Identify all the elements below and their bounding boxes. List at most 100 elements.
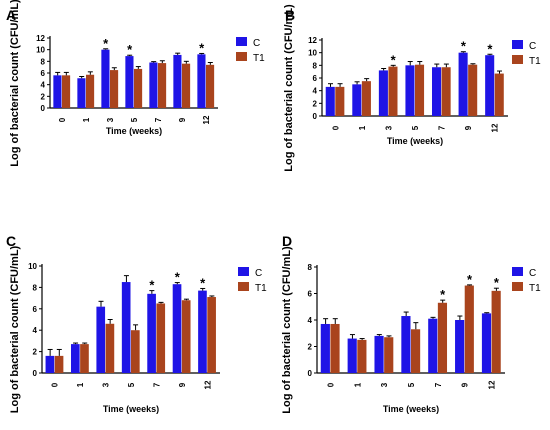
legend-swatch-a-t1 [236, 52, 247, 61]
legend-swatch-d-c [512, 267, 523, 276]
significance-star-a-week-5: * [127, 42, 133, 57]
x-tick-label-c-3: 3 [102, 382, 111, 387]
y-tick-label-b: 6 [313, 74, 318, 83]
y-tick-label-a: 8 [41, 57, 46, 66]
bar-d-t1-week-3 [384, 337, 394, 373]
x-tick-label-a-3: 3 [106, 117, 115, 122]
bar-d-t1-week-9 [464, 285, 474, 373]
legend-label-a-t1: T1 [253, 53, 265, 64]
bar-b-t1-week-1 [361, 81, 371, 116]
x-tick-label-a-5: 5 [130, 117, 139, 122]
y-tick-label-c: 0 [33, 369, 38, 378]
bar-d-c-week-9 [455, 320, 465, 373]
bar-a-t1-week-12 [206, 64, 215, 108]
x-tick-label-a-7: 7 [154, 117, 163, 122]
panel-c: C Log of bacterial count (CFU/mL) 0 2 4 6 8 10 0… [6, 233, 267, 414]
bar-b-c-week-12 [485, 55, 495, 116]
x-tick-label-a-1: 1 [82, 117, 91, 122]
legend-label-b-t1: T1 [529, 56, 541, 67]
bar-b-t1-week-12 [494, 73, 504, 116]
bar-a-c-week-1 [77, 78, 86, 108]
y-tick-label-a: 12 [36, 34, 45, 43]
significance-star-d-week-7: * [440, 287, 446, 302]
y-tick-label-a: 2 [41, 92, 46, 101]
significance-star-c-week-12: * [200, 275, 206, 290]
bar-c-t1-week-3 [105, 323, 115, 373]
panel-letter-b: B [285, 7, 295, 23]
legend-swatch-c-t1 [238, 282, 249, 291]
bar-d-c-week-0 [320, 323, 330, 373]
panel-letter-a: A [6, 7, 16, 23]
bar-d-c-week-1 [347, 338, 357, 373]
y-axis-label-c: Log of bacterial count (CFU/mL) [9, 245, 21, 413]
x-tick-label-c-5: 5 [127, 382, 136, 387]
bar-c-t1-week-9 [181, 300, 191, 373]
legend-label-c-c: C [255, 268, 262, 279]
y-tick-label-c: 6 [33, 305, 38, 314]
x-tick-label-d-7: 7 [434, 382, 443, 387]
bar-a-c-week-0 [53, 75, 62, 108]
legend-label-b-c: C [529, 41, 536, 52]
y-tick-label-a: 0 [41, 104, 46, 113]
y-tick-label-a: 10 [36, 46, 45, 55]
bar-d-t1-week-7 [437, 302, 448, 373]
bar-c-c-week-3 [96, 306, 106, 373]
y-tick-label-d: 4 [308, 316, 313, 325]
x-tick-label-a-9: 9 [178, 117, 187, 122]
bar-a-t1-week-7 [158, 63, 167, 108]
bar-a-c-week-3 [101, 49, 110, 108]
x-tick-label-b-3: 3 [384, 125, 393, 130]
x-tick-label-d-5: 5 [407, 382, 416, 387]
significance-star-b-week-3: * [391, 52, 397, 67]
x-tick-label-c-0: 0 [51, 382, 60, 387]
x-tick-label-b-9: 9 [464, 125, 473, 130]
bar-d-c-week-5 [401, 316, 411, 373]
x-tick-label-d-0: 0 [326, 382, 335, 387]
bar-d-c-week-12 [481, 313, 492, 373]
significance-star-c-week-9: * [175, 270, 181, 285]
bar-c-c-week-7 [147, 293, 156, 373]
bar-a-c-week-12 [197, 54, 206, 108]
y-tick-label-b: 4 [313, 87, 318, 96]
bar-a-c-week-7 [149, 62, 158, 108]
y-tick-label-c: 2 [33, 348, 38, 357]
x-tick-label-b-7: 7 [438, 125, 447, 130]
bar-b-t1-week-5 [415, 64, 425, 116]
y-tick-label-c: 4 [33, 326, 38, 335]
y-axis-label-b: Log of bacterial count (CFU/mL) [283, 4, 295, 172]
bar-d-t1-week-5 [411, 329, 421, 373]
bar-c-c-week-9 [172, 284, 182, 373]
bar-c-t1-week-12 [207, 297, 216, 373]
bar-a-t1-week-0 [62, 75, 71, 108]
x-tick-label-b-5: 5 [411, 125, 420, 130]
y-tick-label-c: 8 [33, 283, 38, 292]
y-axis-label-d: Log of bacterial count (CFU/mL) [281, 246, 293, 414]
x-tick-label-d-12: 12 [488, 380, 497, 389]
y-tick-label-b: 8 [313, 61, 318, 70]
y-tick-label-a: 4 [41, 81, 46, 90]
x-tick-label-b-0: 0 [331, 125, 340, 130]
x-axis-label-c: Time (weeks) [103, 404, 159, 414]
bar-c-t1-week-0 [54, 355, 64, 373]
bar-c-t1-week-7 [156, 303, 166, 373]
legend-swatch-a-c [236, 37, 247, 46]
x-tick-label-d-3: 3 [380, 382, 389, 387]
x-tick-label-d-9: 9 [461, 382, 470, 387]
legend-label-d-c: C [529, 268, 536, 279]
bar-d-c-week-3 [374, 335, 384, 373]
bar-a-c-week-9 [173, 54, 182, 108]
y-tick-label-c: 10 [28, 262, 37, 271]
significance-star-a-week-12: * [199, 40, 205, 55]
legend-swatch-d-t1 [512, 282, 523, 291]
bar-d-t1-week-0 [330, 323, 340, 373]
y-tick-label-d: 6 [308, 290, 313, 299]
y-tick-label-a: 6 [41, 69, 46, 78]
y-tick-label-b: 12 [308, 36, 317, 45]
bar-b-c-week-9 [458, 52, 468, 116]
bar-a-c-week-5 [125, 56, 134, 108]
x-tick-label-c-9: 9 [178, 382, 187, 387]
significance-star-b-week-9: * [461, 39, 467, 54]
